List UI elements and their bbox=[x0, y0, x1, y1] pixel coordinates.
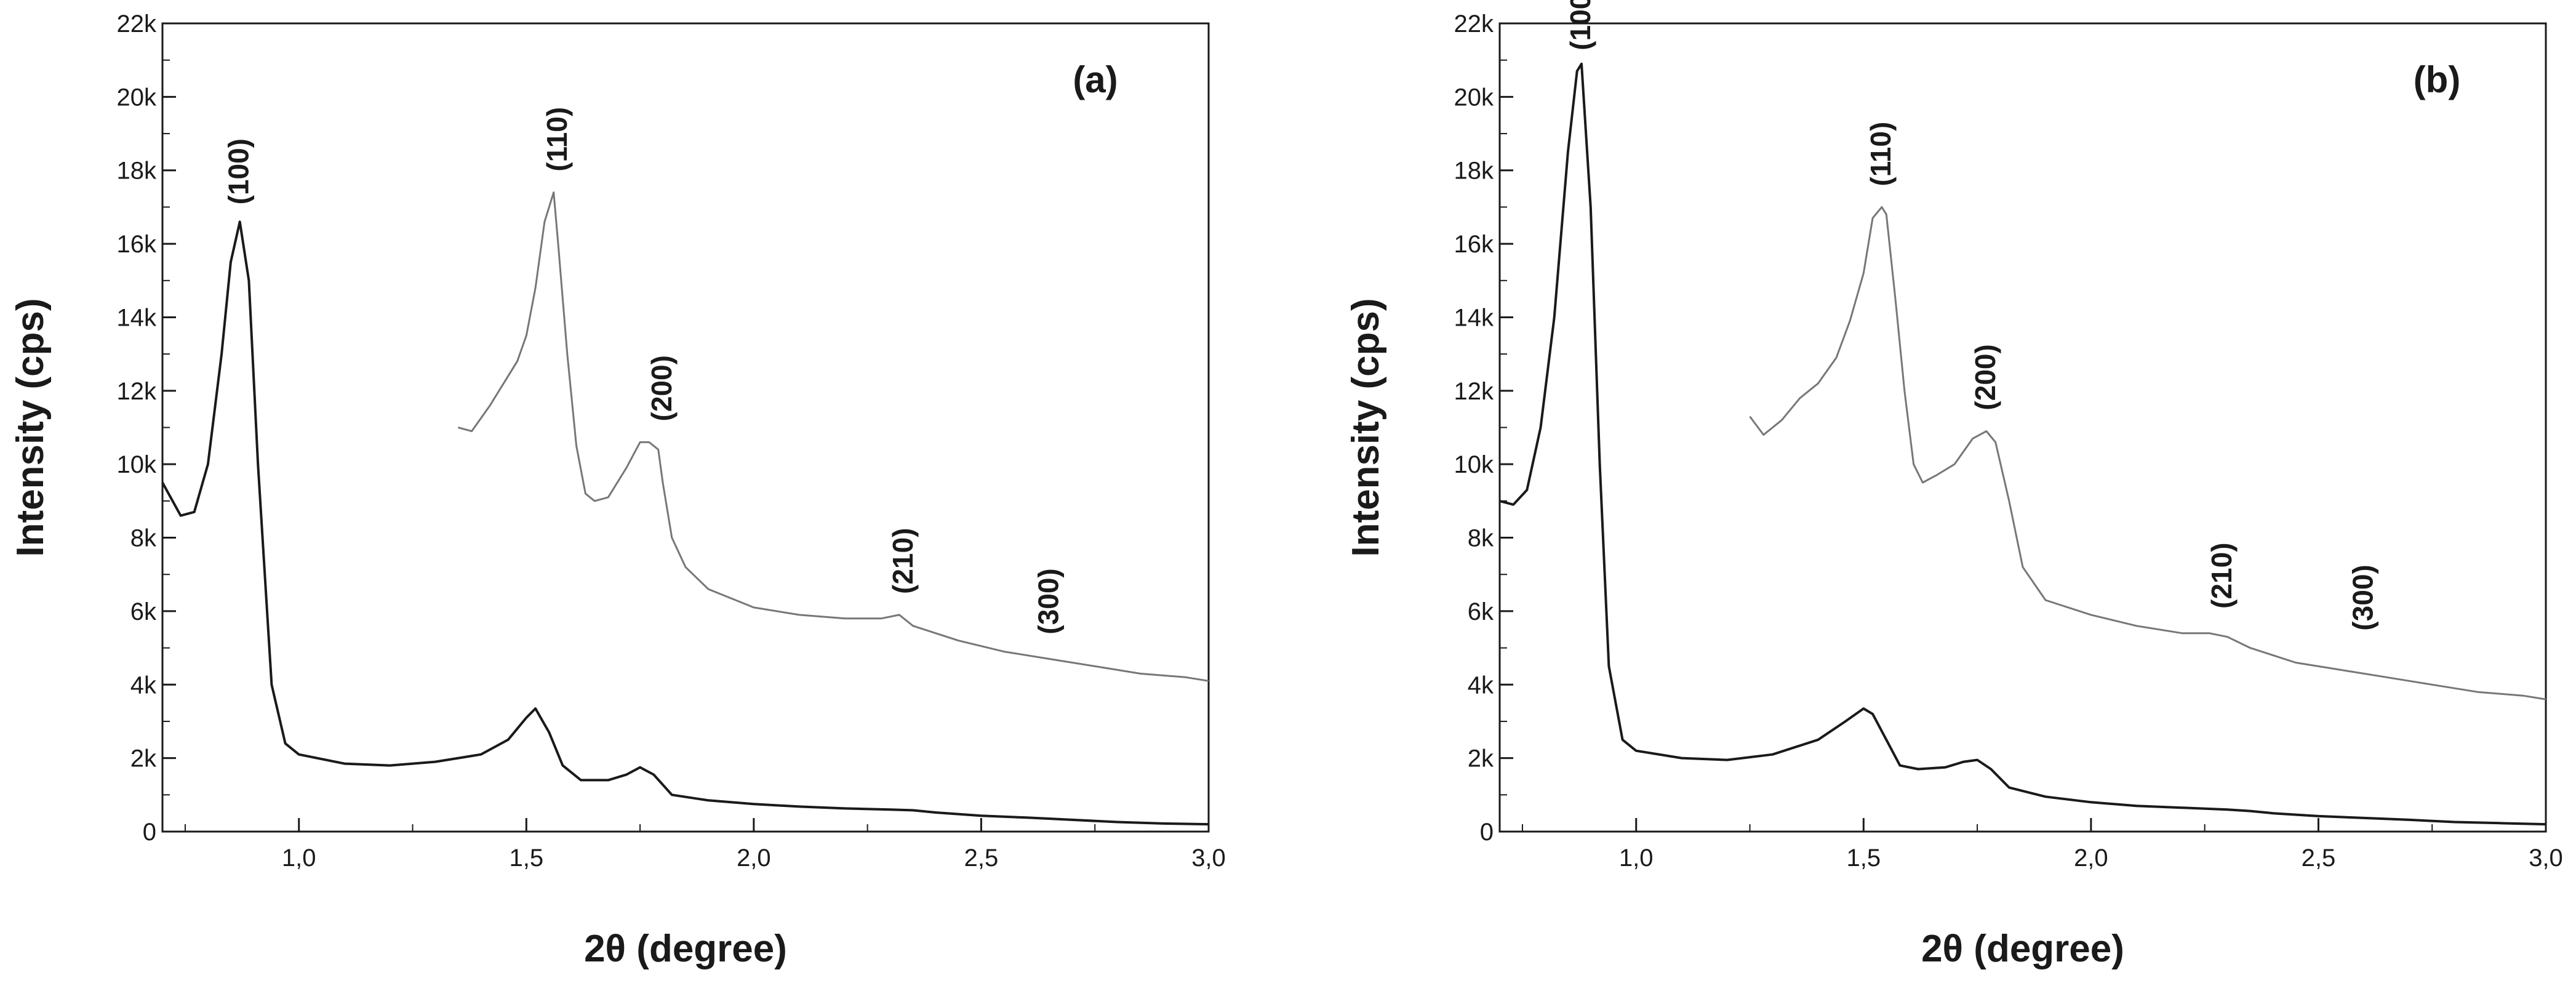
peak-label: (110) bbox=[1865, 122, 1897, 187]
x-tick-label: 1,5 bbox=[509, 845, 543, 872]
chart-panel-b: 0 2k 4k 6k 8k 10k 12k 14k 16k 18k 20k 22k 1,0 1,5 2,0 2… bbox=[1345, 0, 2563, 970]
peak-label: (210) bbox=[887, 528, 919, 594]
series-line-offset bbox=[1749, 206, 2546, 700]
y-tick-label: 4k bbox=[1468, 672, 1494, 699]
peak-label: (200) bbox=[1969, 344, 2001, 410]
chart-panel-a: 0 2k 4k 6k 8k 10k 12k 14k 16k 18k 20k 22k 1,0 1,5 2,0 2… bbox=[9, 10, 1226, 970]
y-tick-label: 6k bbox=[1468, 598, 1494, 625]
x-tick-label: 1,0 bbox=[1619, 845, 1654, 872]
y-tick-label: 18k bbox=[117, 158, 157, 185]
y-axis-title: Intensity (cps) bbox=[1345, 298, 1387, 556]
plot-frame bbox=[1498, 22, 2547, 833]
y-tick-label: 8k bbox=[130, 525, 157, 552]
y-tick-label: 2k bbox=[1468, 745, 1494, 772]
peak-label: (300) bbox=[2346, 564, 2378, 630]
panel-label: (a) bbox=[1073, 59, 1118, 100]
y-tick-label: 20k bbox=[1454, 84, 1494, 111]
x-tick-label: 2,5 bbox=[964, 845, 999, 872]
peak-label: (110) bbox=[541, 107, 573, 172]
y-tick-label: 22k bbox=[1454, 10, 1494, 38]
y-tick-label: 14k bbox=[1454, 304, 1494, 331]
peak-label: (200) bbox=[646, 355, 678, 421]
x-tick-label: 3,0 bbox=[1191, 845, 1226, 872]
y-tick-label: 0 bbox=[1480, 819, 1494, 846]
plot-frame bbox=[161, 22, 1210, 833]
y-tick-label: 22k bbox=[117, 10, 157, 38]
y-tick-label: 10k bbox=[117, 451, 157, 478]
y-tick-label: 8k bbox=[1468, 525, 1494, 552]
series-line-main bbox=[161, 220, 1209, 826]
x-axis-title: 2θ (degree) bbox=[584, 928, 787, 970]
x-tick-label: 3,0 bbox=[2529, 845, 2563, 872]
y-tick-label: 0 bbox=[143, 819, 156, 846]
peak-label: (100) bbox=[223, 138, 255, 204]
x-tick-label: 1,0 bbox=[282, 845, 316, 872]
y-tick-label: 18k bbox=[1454, 158, 1494, 185]
x-tick-label: 2,0 bbox=[2074, 845, 2108, 872]
y-tick-label: 6k bbox=[130, 598, 157, 625]
peak-label: (100) bbox=[1564, 0, 1596, 50]
x-axis-title: 2θ (degree) bbox=[1921, 928, 2124, 970]
peak-label: (210) bbox=[2206, 542, 2238, 608]
x-tick-label: 2,5 bbox=[2302, 845, 2336, 872]
y-tick-label: 2k bbox=[130, 745, 157, 772]
y-axis-title: Intensity (cps) bbox=[9, 298, 52, 556]
series-line-offset bbox=[458, 191, 1209, 682]
y-tick-label: 4k bbox=[130, 672, 157, 699]
y-tick-label: 16k bbox=[1454, 231, 1494, 258]
y-tick-label: 16k bbox=[117, 231, 157, 258]
y-tick-label: 14k bbox=[117, 304, 157, 331]
y-tick-label: 12k bbox=[117, 378, 157, 405]
series-line-main bbox=[1499, 62, 2546, 826]
peak-label: (300) bbox=[1032, 568, 1064, 634]
x-tick-label: 1,5 bbox=[1846, 845, 1881, 872]
y-tick-label: 12k bbox=[1454, 378, 1494, 405]
x-tick-label: 2,0 bbox=[737, 845, 771, 872]
y-tick-label: 10k bbox=[1454, 451, 1494, 478]
panel-label: (b) bbox=[2414, 59, 2461, 100]
y-tick-label: 20k bbox=[117, 84, 157, 111]
